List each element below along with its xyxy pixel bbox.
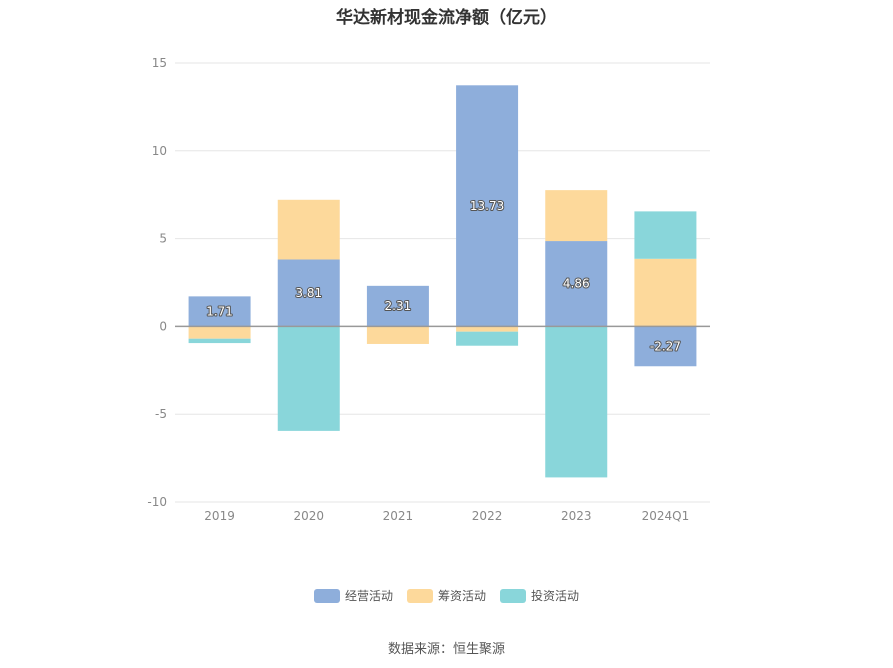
x-tick-label: 2022 (472, 509, 503, 523)
data-label: 4.86 (563, 277, 590, 291)
chart-title: 华达新材现金流净额（亿元） (336, 8, 557, 28)
data-label: 1.71 (206, 304, 233, 318)
bar-financing[interactable] (456, 326, 519, 332)
y-tick-label: 10 (152, 144, 167, 158)
legend-item-financing[interactable]: 筹资活动 (406, 587, 486, 604)
data-label: 3.81 (295, 286, 322, 300)
y-tick-label: -5 (155, 407, 167, 421)
legend: 经营活动 筹资活动 投资活动 (0, 587, 893, 604)
bar-investing[interactable] (456, 331, 519, 346)
y-tick-label: 5 (159, 232, 167, 246)
y-tick-label: -10 (147, 495, 167, 509)
bar-financing[interactable] (277, 199, 340, 260)
data-label: 13.73 (470, 199, 504, 213)
legend-swatch-financing (406, 588, 433, 603)
bar-financing[interactable] (366, 326, 429, 344)
bar-investing[interactable] (188, 338, 251, 344)
bar-financing[interactable] (545, 190, 608, 242)
x-tick-label: 2023 (561, 509, 592, 523)
bar-operating[interactable] (456, 85, 519, 327)
legend-label-operating: 经营活动 (344, 589, 393, 603)
y-tick-label: 15 (152, 56, 167, 70)
legend-item-investing[interactable]: 投资活动 (500, 587, 579, 604)
bar-investing[interactable] (277, 326, 340, 431)
bar-operating[interactable] (634, 326, 697, 367)
x-tick-label: 2019 (204, 509, 235, 523)
x-tick-label: 2024Q1 (642, 509, 690, 523)
legend-label-financing: 筹资活动 (437, 589, 486, 603)
bar-investing[interactable] (545, 326, 608, 478)
bar-financing[interactable] (188, 326, 251, 339)
source-note: 数据来源：恒生聚源 (387, 642, 505, 657)
x-tick-label: 2020 (293, 509, 324, 523)
bar-investing[interactable] (634, 211, 697, 259)
legend-swatch-investing (500, 588, 526, 603)
bar-operating[interactable] (366, 285, 429, 327)
bar-operating[interactable] (277, 259, 340, 327)
legend-item-operating[interactable]: 经营活动 (313, 587, 393, 604)
bar-operating[interactable] (545, 241, 608, 327)
x-tick-label: 2021 (383, 509, 414, 523)
bar-financing[interactable] (634, 258, 697, 327)
data-label: -2.27 (650, 339, 681, 353)
legend-swatch-operating (313, 588, 340, 603)
data-label: 2.31 (385, 299, 412, 313)
legend-label-investing: 投资活动 (531, 589, 580, 603)
bar-operating[interactable] (188, 296, 251, 327)
y-tick-label: 0 (159, 319, 167, 333)
